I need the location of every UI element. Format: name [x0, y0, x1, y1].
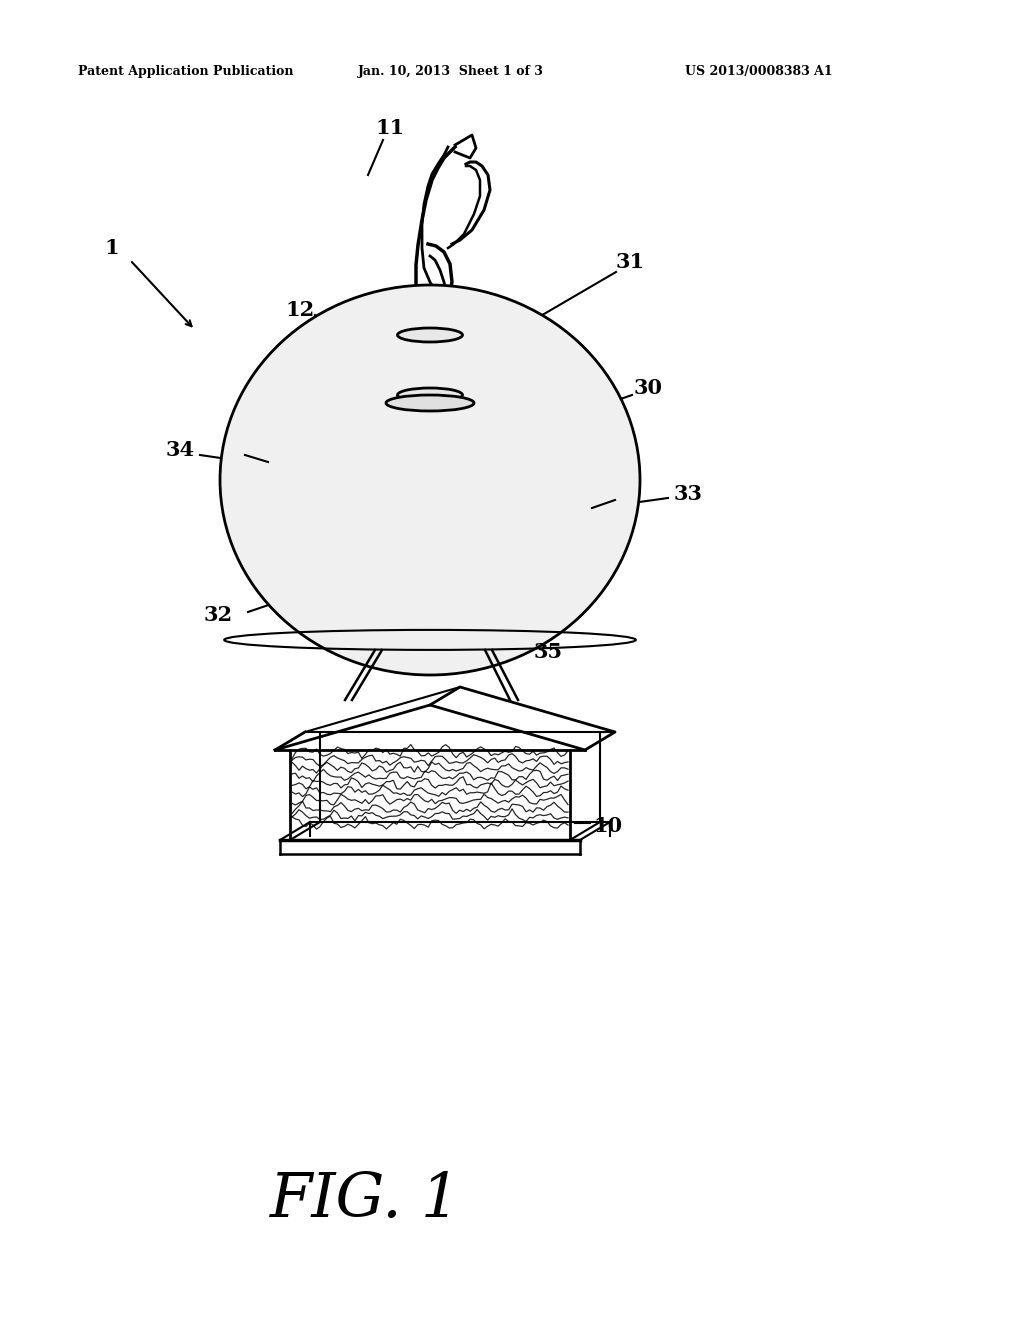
Ellipse shape [386, 395, 474, 411]
Text: 32: 32 [204, 605, 232, 624]
Text: 12: 12 [286, 300, 314, 319]
Ellipse shape [397, 388, 463, 403]
Text: 35: 35 [534, 642, 562, 663]
Text: US 2013/0008383 A1: US 2013/0008383 A1 [685, 66, 833, 78]
Ellipse shape [220, 285, 640, 675]
Text: Jan. 10, 2013  Sheet 1 of 3: Jan. 10, 2013 Sheet 1 of 3 [358, 66, 544, 78]
Text: 34: 34 [166, 440, 195, 459]
Text: 31: 31 [615, 252, 644, 272]
Text: 1: 1 [104, 238, 120, 257]
Text: 30: 30 [634, 378, 663, 399]
Text: 11: 11 [376, 117, 404, 139]
Text: FIG. 1: FIG. 1 [269, 1170, 461, 1230]
Text: 10: 10 [594, 816, 623, 836]
Ellipse shape [397, 327, 463, 342]
Text: 33: 33 [674, 484, 702, 504]
Text: Patent Application Publication: Patent Application Publication [78, 66, 294, 78]
